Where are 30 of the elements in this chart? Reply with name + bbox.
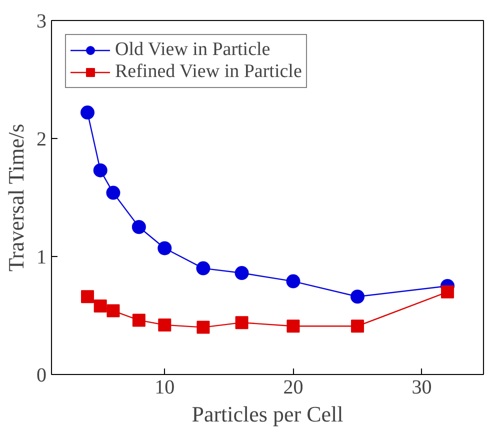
point	[286, 274, 300, 288]
point	[286, 320, 300, 333]
point	[93, 163, 108, 178]
y-tick-label: 0	[36, 364, 46, 386]
y-tick-label: 2	[36, 128, 46, 150]
point	[441, 285, 454, 298]
point	[350, 290, 364, 304]
x-tick-label: 10	[154, 376, 175, 398]
point	[158, 318, 172, 332]
point	[235, 316, 248, 330]
point	[158, 241, 172, 256]
point	[351, 320, 364, 333]
point	[234, 266, 249, 280]
x-tick-label: 30	[412, 376, 432, 398]
legend-label: Refined View in Particle	[115, 61, 302, 83]
legend-label: Old View in Particle	[115, 39, 270, 61]
point	[132, 220, 146, 234]
point	[106, 304, 120, 318]
point	[132, 314, 146, 327]
y-axis-title: Traversal Time/s	[4, 124, 28, 272]
x-tick-label: 20	[283, 376, 304, 398]
point	[80, 106, 94, 120]
point	[196, 261, 210, 276]
y-tick-label: 3	[36, 10, 46, 32]
point	[196, 320, 210, 334]
point	[81, 290, 94, 304]
x-axis-title: Particles per Cell	[192, 402, 344, 426]
y-tick-label: 1	[36, 246, 46, 268]
point	[106, 186, 120, 200]
point	[94, 300, 107, 313]
